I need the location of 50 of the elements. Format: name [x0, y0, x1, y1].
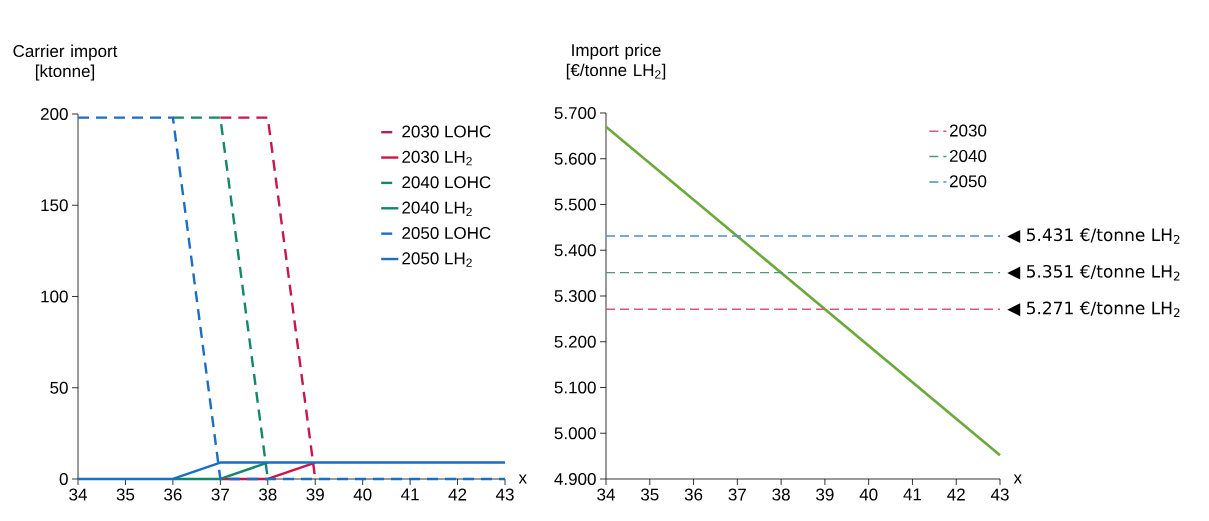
- legend-label: 2050 LH$_{2}$: [402, 252, 472, 267]
- text: ◀ 5.351 €/tonne LH$_{2}$: [1007, 264, 1180, 281]
- y-tick-label: 5.700: [554, 106, 596, 120]
- y-tick-label: 5.100: [554, 381, 596, 394]
- legend-label: 2030 LOHC: [402, 125, 491, 138]
- x-tick-label: 39: [816, 488, 834, 501]
- y-tick-label: 5.000: [554, 427, 596, 440]
- x-tick-label: 42: [947, 488, 965, 501]
- x-tick-label: 35: [640, 488, 659, 501]
- x-tick-label: 43: [990, 488, 1009, 501]
- y-tick-label: 5.500: [554, 198, 596, 211]
- y-tick-label: 5.300: [554, 289, 596, 303]
- legend-label: 2030: [949, 124, 987, 137]
- y-axis-title: Import price [€/tonne LH$_{2}$]: [566, 43, 666, 80]
- legend-label: 2050 LOHC: [402, 226, 491, 240]
- y-tick-label: 150: [41, 199, 68, 212]
- x-tick-label: 36: [164, 488, 182, 501]
- x-tick-label: 34: [597, 488, 615, 501]
- x-tick-label: 38: [258, 488, 277, 501]
- x-tick-label: 41: [903, 488, 922, 501]
- legend-label: 2040: [949, 149, 987, 162]
- y-tick-label: 5.400: [554, 244, 596, 257]
- x-tick-label: 42: [448, 488, 467, 501]
- x-tick-label: 38: [772, 488, 790, 501]
- y-tick-label: 50: [50, 381, 68, 394]
- text: ◀ 5.431 €/tonne LH$_{2}$: [1007, 228, 1180, 244]
- legend-label: 2050: [949, 175, 987, 188]
- x-tick-label: 37: [728, 488, 746, 501]
- x-axis-title: x: [518, 474, 527, 484]
- x-tick-label: 39: [306, 488, 324, 501]
- x-tick-label: 35: [116, 488, 135, 501]
- y-tick-label: 100: [41, 290, 68, 303]
- x-tick-label: 36: [684, 488, 703, 501]
- x-axis-title: x: [1013, 474, 1022, 484]
- y-tick-label: 0: [59, 472, 68, 486]
- x-tick-label: 40: [859, 488, 878, 501]
- legend-label: 2040 LH$_{2}$: [402, 201, 472, 217]
- y-tick-label: 4.900: [554, 472, 596, 486]
- x-tick-label: 43: [495, 488, 514, 501]
- x-tick-label: 37: [211, 488, 229, 501]
- legend-label: 2040 LOHC: [402, 176, 491, 189]
- y-tick-label: 5.600: [554, 152, 596, 165]
- text: ◀ 5.271 €/tonne LH$_{2}$: [1007, 301, 1180, 318]
- x-tick-label: 34: [69, 488, 87, 501]
- y-axis-title: Carrier import [ktonne]: [13, 44, 118, 81]
- x-tick-label: 41: [401, 488, 419, 501]
- y-tick-label: 5.200: [554, 335, 596, 348]
- y-tick-label: 200: [40, 107, 68, 121]
- x-tick-label: 40: [353, 488, 372, 501]
- legend-label: 2030 LH$_{2}$: [402, 150, 472, 166]
